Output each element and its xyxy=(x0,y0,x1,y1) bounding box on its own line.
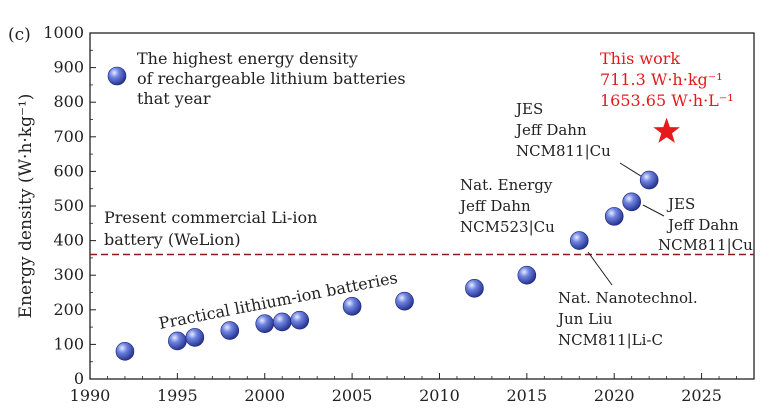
data-point xyxy=(639,170,659,190)
panel-label: (c) xyxy=(8,25,31,45)
annotation-1-line-1: JES xyxy=(514,100,543,118)
y-tick-label: 400 xyxy=(53,231,84,250)
y-tick-label: 0 xyxy=(74,369,84,388)
legend-line-1: The highest energy density xyxy=(137,49,358,68)
annotation-jes-2022: JES Jeff Dahn NCM811|Cu xyxy=(514,100,645,179)
this-work-line-2: 711.3 W·h·kg⁻¹ xyxy=(600,70,723,89)
x-axis-ticks: 1990 1995 2000 2005 2010 2015 2020 2025 xyxy=(70,373,755,405)
data-point xyxy=(517,265,537,285)
reference-label-line-2: battery (WeLion) xyxy=(104,230,241,249)
x-tick-label: 1990 xyxy=(70,386,111,405)
annotation-2-line-1: Nat. Energy xyxy=(460,176,553,194)
y-tick-label: 700 xyxy=(53,127,84,146)
legend-line-3: that year xyxy=(137,89,211,108)
data-point xyxy=(342,297,362,316)
annotation-4-line-3: NCM811|Li-C xyxy=(558,331,663,349)
annotation-3-arrow xyxy=(642,204,665,217)
y-tick-label: 300 xyxy=(53,265,84,284)
annotation-2-line-2: Jeff Dahn xyxy=(458,197,531,215)
legend-marker xyxy=(107,66,127,86)
data-point xyxy=(255,314,275,333)
annotation-1-arrow xyxy=(619,162,645,179)
data-point xyxy=(168,331,187,351)
annotation-3-line-2: Jeff Dahn xyxy=(666,216,739,234)
y-axis-ticks: 0 100 200 300 400 500 600 700 800 900 1000 xyxy=(43,23,96,388)
x-tick-label: 2000 xyxy=(244,386,285,405)
y-tick-label: 100 xyxy=(53,334,84,353)
data-point xyxy=(465,279,484,298)
annotation-3-line-1: JES xyxy=(666,195,695,213)
data-point xyxy=(220,321,240,340)
x-tick-label: 2015 xyxy=(506,386,547,405)
x-tick-label: 1995 xyxy=(157,386,198,405)
this-work-line-1: This work xyxy=(600,49,680,68)
data-point xyxy=(604,207,624,226)
y-tick-label: 800 xyxy=(53,92,84,111)
annotation-3-line-3: NCM811|Cu xyxy=(658,236,753,254)
y-tick-label: 1000 xyxy=(43,23,84,42)
this-work-label: This work 711.3 W·h·kg⁻¹ 1653.65 W·h·L⁻¹ xyxy=(600,49,734,110)
annotation-jes-2021: JES Jeff Dahn NCM811|Cu xyxy=(642,195,753,254)
y-tick-label: 600 xyxy=(53,161,84,180)
data-point xyxy=(622,192,641,212)
x-tick-label: 2025 xyxy=(681,386,722,405)
annotation-4-line-2: Jun Liu xyxy=(556,310,613,328)
annotation-1-line-3: NCM811|Cu xyxy=(516,142,611,160)
legend-line-2: of rechargeable lithium batteries xyxy=(137,69,406,88)
y-axis-label: Energy density (W·h·kg⁻¹) xyxy=(16,94,36,319)
data-point xyxy=(290,310,309,330)
data-points xyxy=(115,170,659,361)
reference-label-line-1: Present commercial Li-ion xyxy=(104,208,317,227)
y-tick-label: 900 xyxy=(53,58,84,77)
x-tick-label: 2010 xyxy=(419,386,460,405)
legend: The highest energy density of rechargeab… xyxy=(107,49,406,108)
annotation-2-line-3: NCM523|Cu xyxy=(460,218,555,236)
data-point xyxy=(569,231,589,250)
y-tick-label: 200 xyxy=(53,300,84,319)
annotation-1-line-2: Jeff Dahn xyxy=(514,121,587,139)
data-point xyxy=(395,291,414,311)
data-point xyxy=(115,342,135,361)
annotation-4-arrow xyxy=(587,251,613,286)
x-tick-label: 2020 xyxy=(594,386,635,405)
annotation-nat-energy: Nat. Energy Jeff Dahn NCM523|Cu xyxy=(458,176,555,236)
annotation-4-line-1: Nat. Nanotechnol. xyxy=(558,289,698,307)
x-tick-label: 2005 xyxy=(332,386,373,405)
data-point xyxy=(185,328,205,347)
this-work-line-3: 1653.65 W·h·L⁻¹ xyxy=(600,91,734,110)
y-tick-label: 500 xyxy=(53,196,84,215)
data-point xyxy=(272,312,292,332)
annotation-nat-nanotechnol: Nat. Nanotechnol. Jun Liu NCM811|Li-C xyxy=(556,251,698,349)
this-work-star xyxy=(653,117,680,143)
